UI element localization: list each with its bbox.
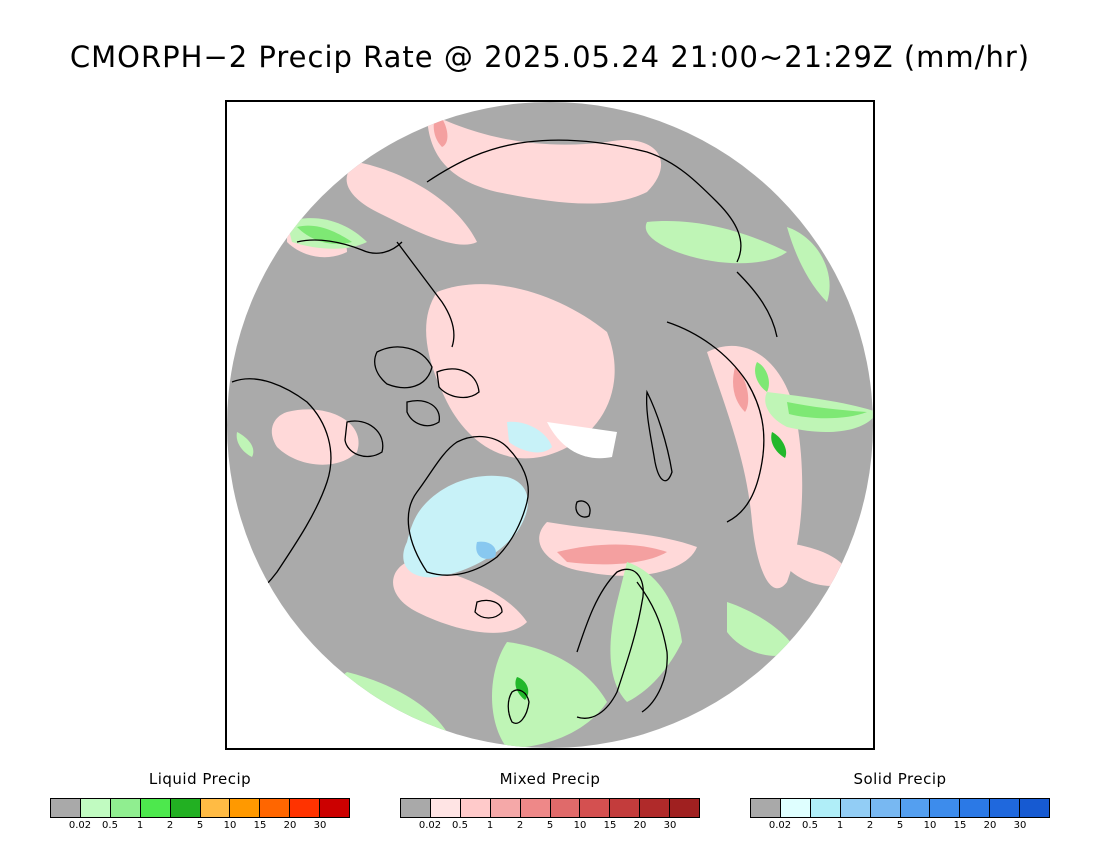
legend-swatch — [580, 799, 611, 817]
map-frame — [225, 100, 875, 750]
legend-solid: Solid Precip 0.02 0.5 1 2 5 10 15 20 30 — [750, 770, 1050, 832]
legend-swatch — [51, 799, 81, 817]
legend-tick-label: 20 — [983, 820, 997, 831]
legend-tick-label: 1 — [486, 820, 494, 831]
legend-mixed: Mixed Precip 0.02 0.5 1 2 5 10 15 20 30 — [400, 770, 700, 832]
legend-swatch — [80, 799, 111, 817]
legend-title: Liquid Precip — [148, 770, 252, 788]
legend-swatch — [670, 799, 700, 817]
legend-tick-label: 2 — [866, 820, 874, 831]
coastlines — [231, 139, 778, 724]
legend-tick-label: 30 — [663, 820, 677, 831]
legend-tick-label: 30 — [1013, 820, 1027, 831]
mixed-precip-layer — [271, 112, 852, 714]
legend-swatch — [990, 799, 1021, 817]
legend-swatch — [550, 799, 581, 817]
legend-swatch — [110, 799, 141, 817]
legend-swatches — [750, 798, 1050, 818]
legend-swatch — [640, 799, 671, 817]
legend-tick-label: 0.5 — [802, 820, 818, 831]
no-data-wedge — [547, 422, 617, 459]
legend-swatches — [50, 798, 350, 818]
legend-tick-label: 5 — [196, 820, 204, 831]
legend-ticks: 0.02 0.5 1 2 5 10 15 20 30 — [50, 818, 350, 832]
legend-tick-label: 20 — [283, 820, 297, 831]
legend-title: Mixed Precip — [499, 770, 601, 788]
legend-swatch — [1020, 799, 1050, 817]
legend-tick-label: 20 — [633, 820, 647, 831]
legend-swatch — [460, 799, 491, 817]
legend-ticks: 0.02 0.5 1 2 5 10 15 20 30 — [750, 818, 1050, 832]
legend-swatch — [430, 799, 461, 817]
legend-swatches — [400, 798, 700, 818]
legend-swatch — [170, 799, 201, 817]
legend-tick-label: 0.02 — [418, 820, 442, 831]
legend-liquid: Liquid Precip 0.02 0.5 1 2 5 10 15 20 30 — [50, 770, 350, 832]
legend-tick-label: 15 — [953, 820, 967, 831]
legend-swatch — [230, 799, 261, 817]
legend-tick-label: 0.02 — [768, 820, 792, 831]
legend-swatch — [260, 799, 291, 817]
legend-title: Solid Precip — [853, 770, 947, 788]
legend-swatch — [490, 799, 521, 817]
legend-tick-label: 10 — [573, 820, 587, 831]
legend-tick-label: 2 — [516, 820, 524, 831]
legend-swatch — [780, 799, 811, 817]
legend-swatch — [520, 799, 551, 817]
legend-tick-label: 15 — [253, 820, 267, 831]
legend-swatch — [320, 799, 350, 817]
legend-swatch — [140, 799, 171, 817]
legend-tick-label: 5 — [546, 820, 554, 831]
legend-tick-label: 10 — [223, 820, 237, 831]
legend-tick-label: 0.5 — [452, 820, 468, 831]
legend-tick-label: 15 — [603, 820, 617, 831]
legend-swatch — [810, 799, 841, 817]
legend-tick-label: 1 — [136, 820, 144, 831]
legend-swatch — [751, 799, 781, 817]
legend-swatch — [870, 799, 901, 817]
legend-swatch — [610, 799, 641, 817]
legend-tick-label: 0.5 — [102, 820, 118, 831]
solid-precip-layer — [403, 421, 552, 578]
legend-swatch — [290, 799, 321, 817]
polar-precip-map — [227, 102, 873, 748]
legend-swatch — [930, 799, 961, 817]
legend-tick-label: 10 — [923, 820, 937, 831]
legend-tick-label: 30 — [313, 820, 327, 831]
chart-title: CMORPH−2 Precip Rate @ 2025.05.24 21:00~… — [69, 40, 1031, 74]
legend-tick-label: 1 — [836, 820, 844, 831]
legend-swatch — [200, 799, 231, 817]
legend-swatch — [960, 799, 991, 817]
legend-ticks: 0.02 0.5 1 2 5 10 15 20 30 — [400, 818, 700, 832]
legend-tick-label: 2 — [166, 820, 174, 831]
legend-swatch — [401, 799, 431, 817]
legend-tick-label: 0.02 — [68, 820, 92, 831]
legend-swatch — [840, 799, 871, 817]
legend-swatch — [900, 799, 931, 817]
legend-tick-label: 5 — [896, 820, 904, 831]
